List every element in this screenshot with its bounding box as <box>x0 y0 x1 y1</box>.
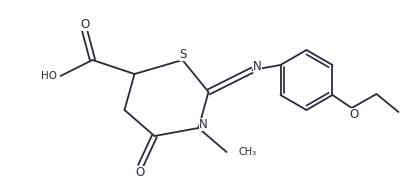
Text: O: O <box>136 165 145 176</box>
Text: HO: HO <box>41 71 57 81</box>
Text: S: S <box>179 48 186 61</box>
Text: O: O <box>81 17 90 30</box>
Text: N: N <box>253 59 262 73</box>
Text: N: N <box>199 118 208 130</box>
Text: O: O <box>349 108 358 121</box>
Text: CH₃: CH₃ <box>239 147 257 157</box>
